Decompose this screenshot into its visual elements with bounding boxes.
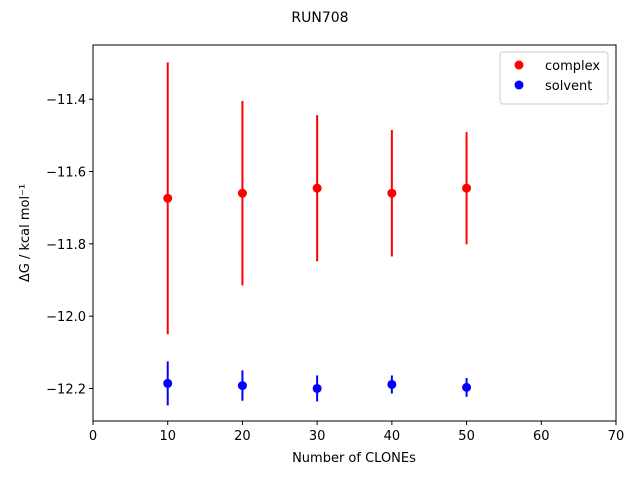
y-tick-label: −12.0 xyxy=(46,310,86,325)
y-tick-label: −11.8 xyxy=(46,238,86,253)
legend-label: complex xyxy=(545,59,600,74)
y-tick-label: −11.6 xyxy=(46,166,86,181)
x-tick-label: 50 xyxy=(458,429,475,444)
plot-frame xyxy=(92,44,617,422)
point xyxy=(462,382,472,392)
point xyxy=(387,188,397,198)
x-tick-label: 40 xyxy=(384,429,401,444)
x-tick-label: 10 xyxy=(159,429,176,444)
point xyxy=(237,381,247,391)
legend-marker xyxy=(514,60,524,70)
y-tick-label: −11.4 xyxy=(46,93,86,108)
point xyxy=(312,183,322,193)
point xyxy=(163,193,173,203)
y-tick-label: −12.2 xyxy=(46,382,86,397)
legend-label: solvent xyxy=(545,79,592,94)
point xyxy=(237,188,247,198)
x-tick-label: 20 xyxy=(234,429,251,444)
point xyxy=(387,379,397,389)
legend-box xyxy=(499,51,609,105)
x-tick-label: 60 xyxy=(533,429,550,444)
y-axis-label: ΔG / kcal mol⁻¹ xyxy=(18,184,33,282)
point xyxy=(312,383,322,393)
x-axis-label: Number of CLONEs xyxy=(292,451,416,466)
x-tick-label: 0 xyxy=(89,429,97,444)
point xyxy=(163,378,173,388)
legend-marker xyxy=(514,80,524,90)
x-tick-label: 30 xyxy=(309,429,326,444)
x-tick-label: 70 xyxy=(608,429,625,444)
point xyxy=(462,183,472,193)
chart-title: RUN708 xyxy=(291,10,348,26)
